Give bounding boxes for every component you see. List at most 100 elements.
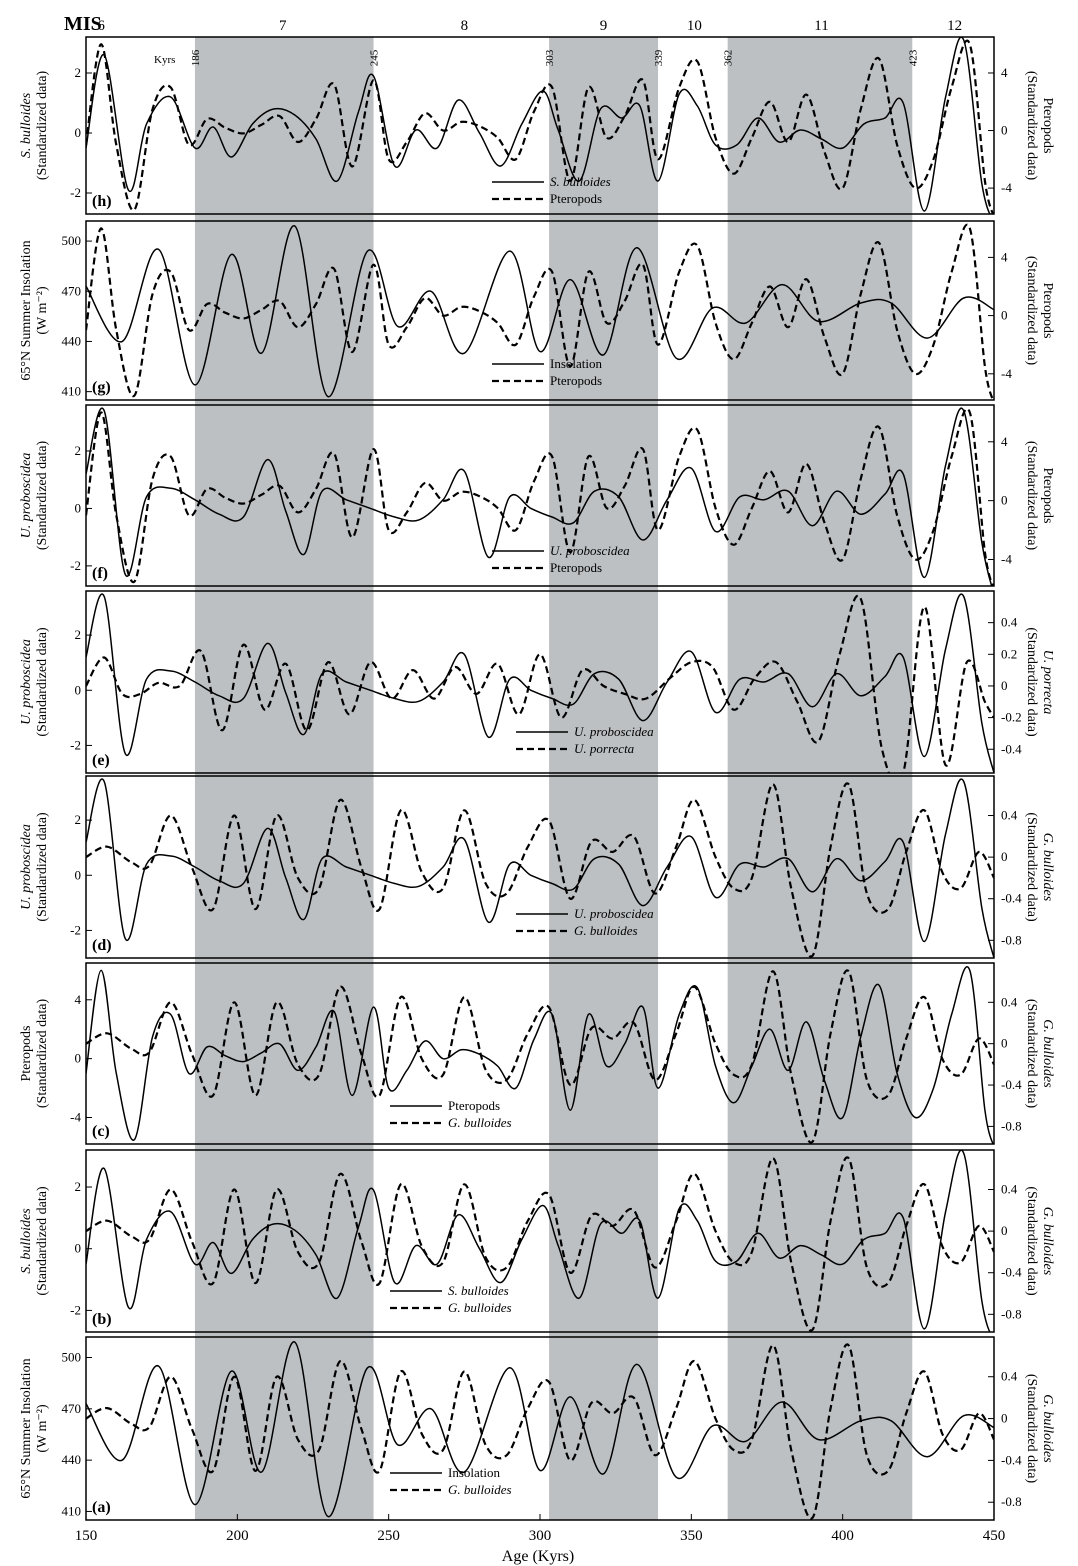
legend-label: G. bulloides — [448, 1115, 512, 1130]
panel-d: -2 0 2 -0.8 -0.4 0 0.4 U. proboscidea(Standardi… — [19, 775, 1055, 959]
left-tick-label: -2 — [70, 558, 81, 573]
left-tick-label: 4 — [75, 992, 82, 1007]
panel-frame — [85, 220, 995, 401]
panel-f: -2 0 2 -4 0 4 U. proboscidea(Standardized data… — [19, 404, 1055, 587]
kyrs-label: Kyrs — [154, 54, 175, 66]
right-tick-label: 0 — [1001, 1223, 1008, 1238]
left-tick-label: -2 — [70, 1302, 81, 1317]
left-tick-label: -4 — [70, 1110, 81, 1125]
right-tick-label: 0.4 — [1001, 1369, 1018, 1384]
left-tick-label: 440 — [62, 1452, 82, 1467]
panel-frame — [85, 404, 995, 587]
right-tick-label: 0.2 — [1001, 646, 1017, 661]
right-tick-label: -0.4 — [1001, 1452, 1022, 1467]
right-tick-label: -4 — [1001, 552, 1012, 567]
mis-header: MIS 6 7 8 9 10 11 12 Kyrs 186 245 303 339 362 423 — [64, 13, 962, 66]
right-tick-label: 0 — [1001, 1036, 1008, 1051]
series-dashed-line — [86, 594, 994, 773]
legend-label: G. bulloides — [448, 1300, 512, 1315]
panel-g: 410 440 470 500 -4 0 4 65°N Summer Insolation(W… — [19, 220, 1055, 401]
left-tick-label: 410 — [62, 1503, 82, 1518]
legend-label: Insolation — [448, 1465, 500, 1480]
left-tick-label: 0 — [75, 1241, 82, 1256]
series-dashed-line — [86, 782, 994, 958]
series-solid-line — [86, 1341, 994, 1518]
mis-stage-label: 8 — [461, 18, 469, 34]
left-tick-label: 0 — [75, 1051, 82, 1066]
left-tick-label: 2 — [75, 443, 82, 458]
right-tick-label: 0 — [1001, 493, 1008, 508]
legend-label: Pteropods — [550, 560, 602, 575]
panels: -2 0 2 -4 0 4 S. bulloides(Standardized data) P… — [19, 36, 1055, 1521]
right-tick-label: 0.4 — [1001, 1182, 1018, 1197]
left-tick-label: 2 — [75, 627, 82, 642]
legend-label: U. proboscidea — [574, 724, 654, 739]
mis-stage-label: 12 — [947, 18, 962, 34]
right-tick-label: 0 — [1001, 678, 1008, 693]
panel-frame — [85, 775, 995, 959]
boundary-age-label: 303 — [544, 49, 556, 66]
panel-frame — [85, 36, 995, 215]
right-axis-label: G. bulloides(Standardized data) — [1024, 999, 1055, 1109]
series-solid-line — [86, 37, 991, 214]
panel-frame — [85, 962, 995, 1145]
left-tick-label: 500 — [62, 233, 82, 248]
right-tick-label: 0 — [1001, 123, 1008, 138]
left-tick-label: 410 — [62, 384, 82, 399]
panel-letter: (b) — [92, 1311, 112, 1328]
left-axis-label: S. bulloides(Standardized data) — [19, 1186, 50, 1296]
panel-letter: (h) — [92, 193, 112, 210]
series-solid-line — [86, 225, 994, 398]
right-tick-label: 0.4 — [1001, 808, 1018, 823]
boundary-age-label: 339 — [653, 49, 665, 66]
panel-e: -2 0 2 -0.4 -0.2 0 0.2 0.4 U. proboscidea(Standa… — [19, 590, 1055, 774]
right-axis-label: U. porrecta(Standardized data) — [1024, 627, 1055, 737]
x-axis: Age (Kyrs) 150 200 250 300 350 400 450 — [75, 1514, 1005, 1565]
right-tick-label: -0.4 — [1001, 741, 1022, 756]
right-tick-label: -0.4 — [1001, 891, 1022, 906]
panel-c: -4 0 4 -0.8 -0.4 0 0.4 Pteropods(Standardized d… — [19, 962, 1055, 1145]
boundary-age-label: 362 — [723, 50, 735, 67]
legend-label: Pteropods — [550, 373, 602, 388]
right-axis-label: Pteropods(Standardized data) — [1024, 71, 1055, 181]
series-dashed-line — [86, 223, 994, 400]
left-tick-label: 0 — [75, 682, 82, 697]
glacial-interval-band — [727, 37, 913, 1520]
x-tick-label: 200 — [226, 1528, 249, 1544]
right-tick-label: -0.8 — [1001, 1306, 1022, 1321]
right-tick-label: -0.4 — [1001, 1265, 1022, 1280]
panel-letter: (g) — [92, 379, 111, 396]
left-tick-label: 440 — [62, 333, 82, 348]
boundary-age-label: 186 — [190, 49, 202, 66]
legend-label: S. bulloides — [550, 174, 611, 189]
right-tick-label: 4 — [1001, 249, 1008, 264]
left-axis-label: 65°N Summer Insolation(W m⁻²) — [19, 240, 50, 380]
legend-label: S. bulloides — [448, 1283, 509, 1298]
panel-letter: (c) — [92, 1123, 110, 1140]
series-dashed-line — [86, 969, 994, 1144]
right-axis-label: G. bulloides(Standardized data) — [1024, 812, 1055, 922]
mis-heading: MIS — [64, 13, 102, 35]
panel-a: 410 440 470 500 -0.8 -0.4 0 0.4 65°N Summer Inso… — [19, 1336, 1055, 1521]
left-tick-label: 2 — [75, 812, 82, 827]
legend-label: U. porrecta — [574, 741, 635, 756]
right-tick-label: -0.4 — [1001, 1077, 1022, 1092]
x-axis-label: Age (Kyrs) — [502, 1548, 574, 1565]
right-tick-label: -4 — [1001, 180, 1012, 195]
left-axis-label: S. bulloides(Standardized data) — [19, 71, 50, 181]
series-solid-line — [86, 778, 994, 958]
boundary-age-label: 423 — [907, 49, 919, 66]
panel-b: -2 0 2 -0.8 -0.4 0 0.4 S. bulloides(Standardize… — [19, 1149, 1055, 1333]
legend-label: Pteropods — [550, 191, 602, 206]
right-tick-label: -0.8 — [1001, 1494, 1022, 1509]
left-axis-label: 65°N Summer Insolation(W m⁻²) — [19, 1358, 50, 1498]
right-tick-label: 0.4 — [1001, 994, 1018, 1009]
right-tick-label: 0 — [1001, 1411, 1008, 1426]
right-tick-label: 0.4 — [1001, 615, 1018, 630]
legend-label: U. proboscidea — [550, 543, 630, 558]
right-tick-label: 4 — [1001, 434, 1008, 449]
boundary-age-label: 245 — [369, 49, 381, 66]
left-tick-label: 0 — [75, 867, 82, 882]
left-tick-label: 470 — [62, 283, 82, 298]
